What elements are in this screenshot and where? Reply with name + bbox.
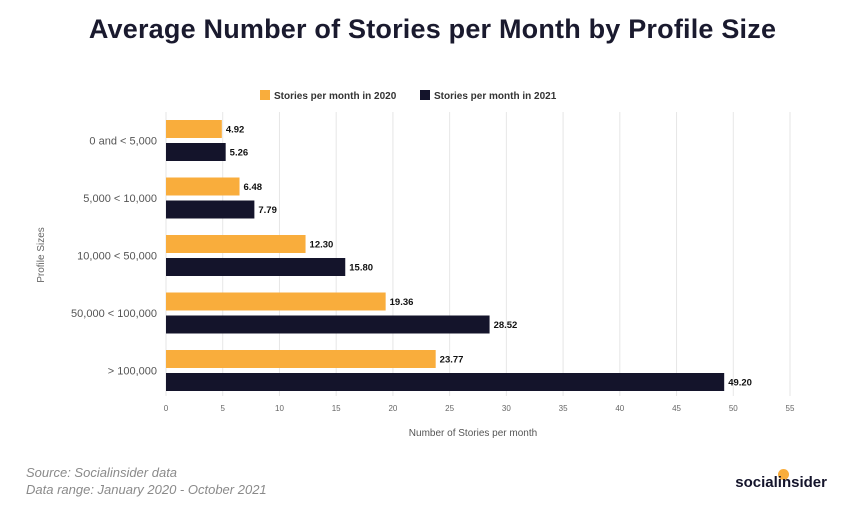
y-tick-label: 10,000 < 50,000 (77, 251, 157, 263)
bar-value-label: 28.52 (494, 320, 518, 331)
x-tick-label: 30 (502, 404, 511, 413)
bar-value-label: 6.48 (244, 182, 263, 193)
bar (166, 258, 346, 276)
x-tick-label: 20 (388, 404, 397, 413)
bar-value-label: 4.92 (226, 125, 245, 136)
y-tick-label: > 100,000 (108, 366, 157, 378)
bar (166, 120, 222, 138)
y-tick-label: 5,000 < 10,000 (83, 193, 157, 205)
brand-dot-icon (778, 469, 789, 480)
chart-title: Average Number of Stories per Month by P… (88, 14, 777, 44)
x-tick-label: 35 (559, 404, 568, 413)
x-tick-label: 50 (729, 404, 738, 413)
bar-value-label: 5.26 (230, 148, 249, 159)
y-tick-label: 50,000 < 100,000 (71, 308, 157, 320)
bar-value-label: 19.36 (390, 297, 414, 308)
y-axis-title: Profile Sizes (36, 227, 47, 283)
legend-swatch (420, 90, 430, 100)
x-tick-label: 45 (672, 404, 681, 413)
bar (166, 292, 386, 311)
x-axis-title: Number of Stories per month (409, 428, 537, 439)
bar-value-label: 12.30 (310, 240, 334, 251)
bar-value-label: 49.20 (728, 378, 752, 389)
x-tick-label: 55 (786, 404, 795, 413)
x-tick-label: 15 (332, 404, 341, 413)
bar-value-label: 7.79 (258, 205, 277, 216)
brand-logo: socialinsider (735, 474, 827, 491)
legend-label: Stories per month in 2021 (434, 91, 557, 102)
bar (166, 373, 725, 391)
date-range-note: Data range: January 2020 - October 2021 (26, 482, 267, 497)
bar-value-label: 15.80 (349, 263, 373, 274)
legend-label: Stories per month in 2020 (274, 91, 397, 102)
x-tick-label: 5 (221, 404, 226, 413)
y-tick-label: 0 and < 5,000 (89, 136, 157, 148)
bar (166, 200, 255, 219)
bar (166, 315, 490, 334)
bar (166, 350, 436, 368)
x-tick-label: 40 (615, 404, 624, 413)
bar (166, 235, 306, 253)
x-tick-label: 25 (445, 404, 454, 413)
x-tick-label: 10 (275, 404, 284, 413)
bar (166, 177, 240, 196)
bar-value-label: 23.77 (440, 355, 464, 366)
source-note: Source: Socialinsider data (26, 465, 178, 480)
bar (166, 143, 226, 161)
legend-swatch (260, 90, 270, 100)
x-tick-label: 0 (164, 404, 169, 413)
